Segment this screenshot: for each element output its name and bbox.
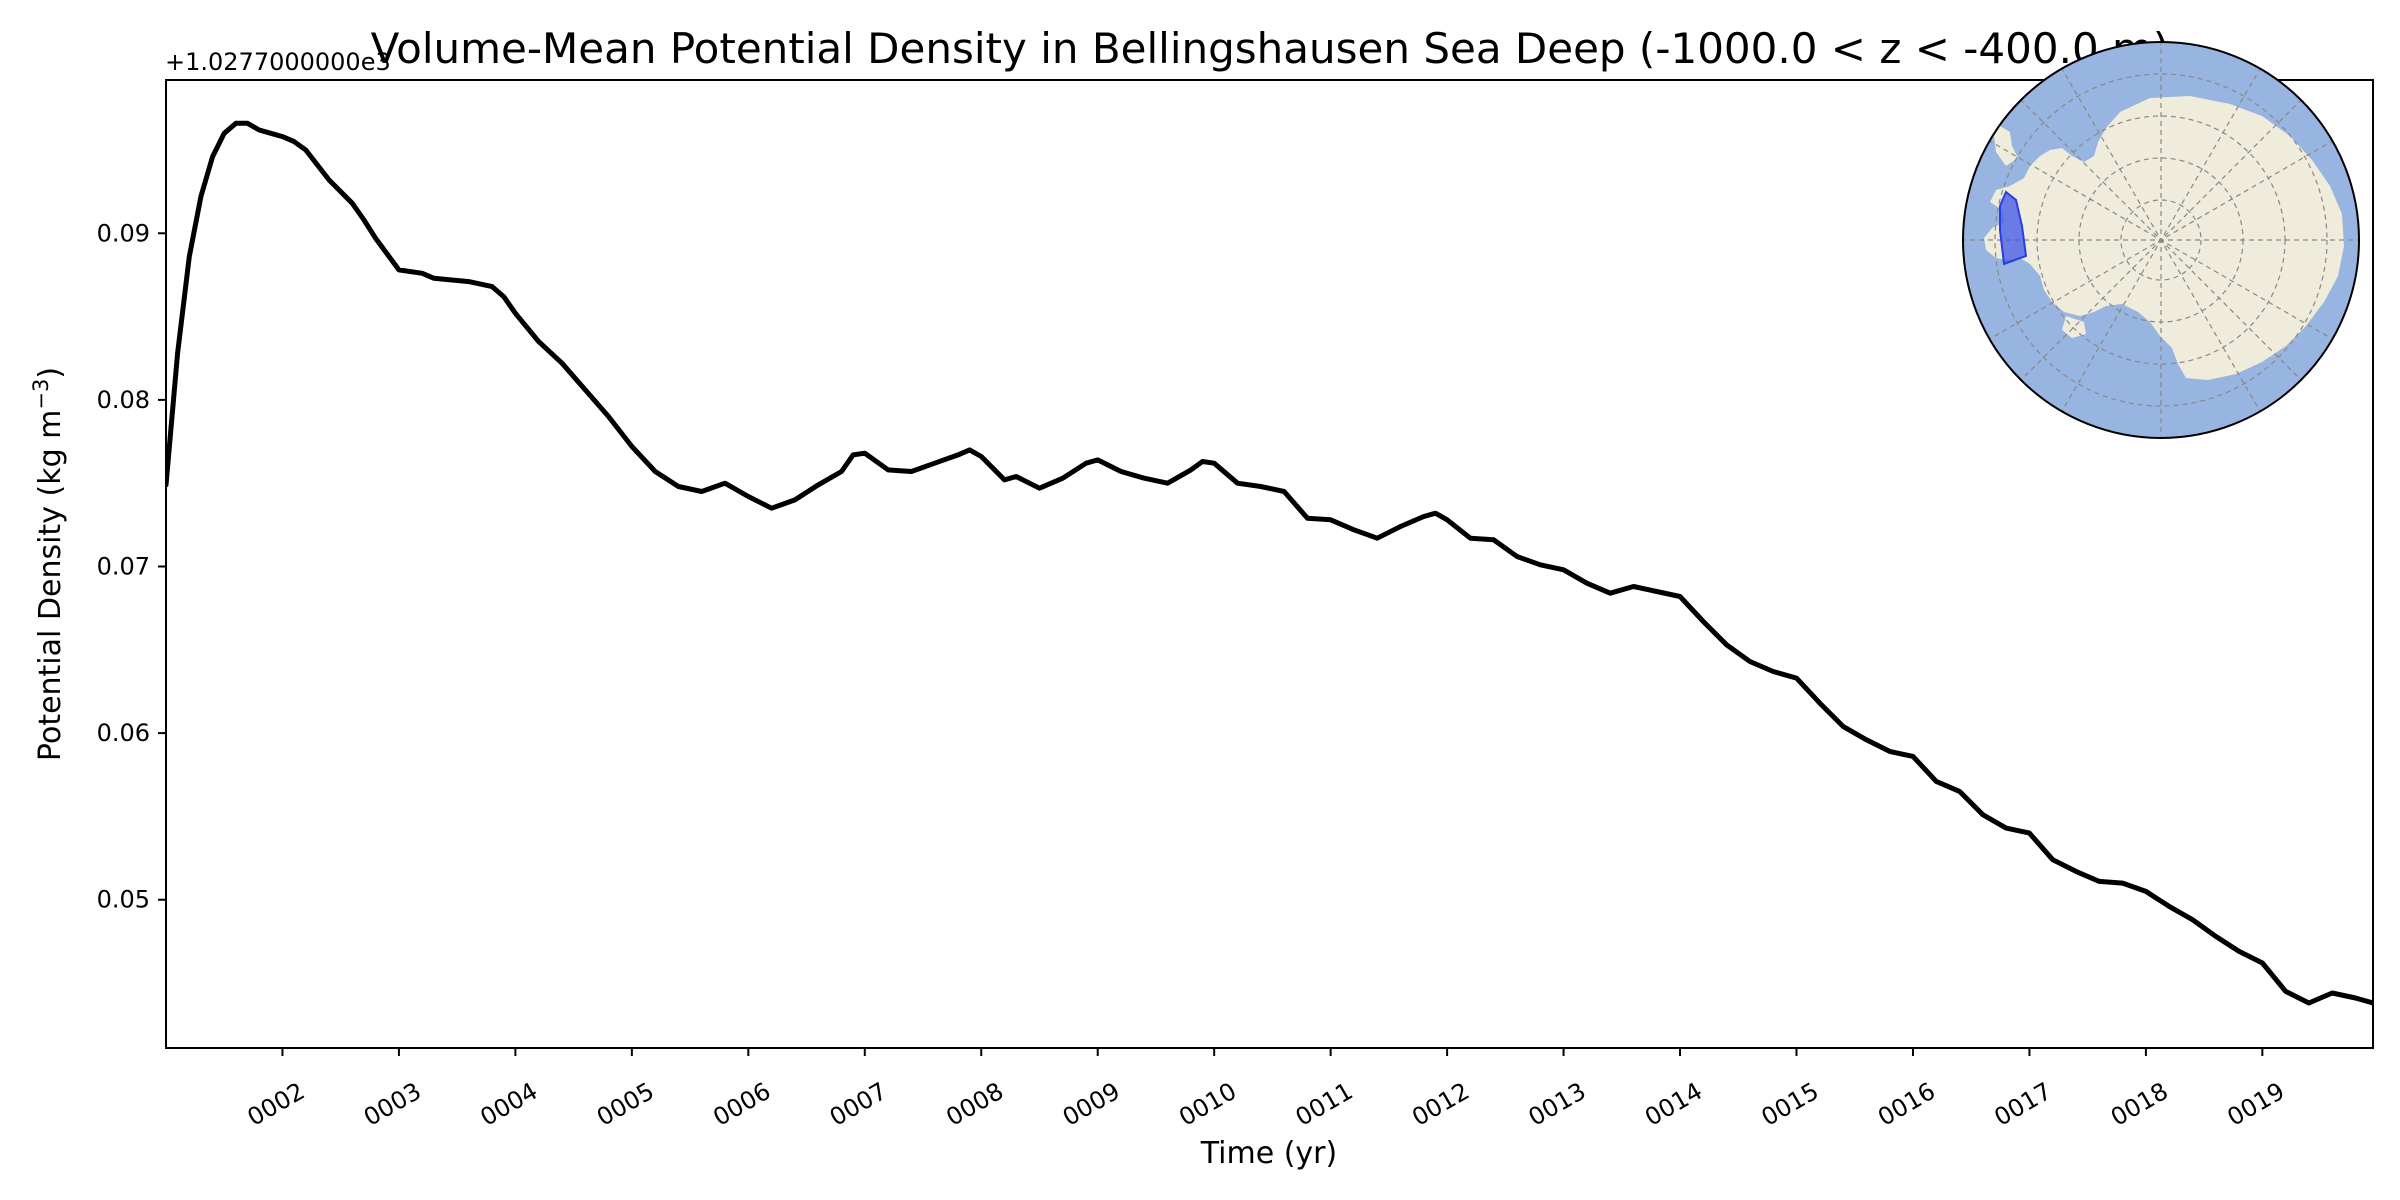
- y-tick-label: 0.07: [97, 552, 150, 580]
- x-tick-label: 0012: [1407, 1077, 1474, 1132]
- y-tick-label: 0.09: [97, 219, 150, 247]
- bellingshausen-sea-region: [1999, 190, 2028, 266]
- x-tick-label: 0005: [592, 1077, 659, 1132]
- x-tick-label: 0018: [2106, 1077, 2173, 1132]
- y-axis-title-exponent: −3: [29, 379, 53, 410]
- x-axis: 0002 0003 0004 0005 0006 0007 0008 0009 0010 0011…: [243, 1048, 2289, 1132]
- y-tick-label: 0.08: [97, 386, 150, 414]
- y-axis-title-close: ): [33, 367, 68, 379]
- x-axis-title: Time (yr): [1200, 1136, 1337, 1171]
- x-tick-label: 0014: [1640, 1077, 1707, 1132]
- map-gridlines: [1963, 42, 2359, 438]
- y-axis-title: Potential Density (kg m−3): [29, 367, 68, 761]
- x-tick-label: 0016: [1873, 1077, 1940, 1132]
- x-tick-label: 0004: [475, 1077, 542, 1132]
- y-axis: 0.05 0.06 0.07 0.08 0.09: [97, 219, 166, 914]
- y-axis-offset-label: +1.0277000000e3: [165, 48, 391, 76]
- x-tick-label: 0010: [1174, 1077, 1241, 1132]
- x-tick-label: 0008: [941, 1077, 1008, 1132]
- map-border: [1962, 41, 2360, 439]
- chart-title: Volume-Mean Potential Density in Belling…: [371, 24, 2170, 73]
- y-axis-title-text: Potential Density (kg m: [33, 410, 68, 761]
- x-tick-label: 0009: [1058, 1077, 1125, 1132]
- antarctic-peninsula: [1994, 126, 2018, 166]
- x-tick-label: 0011: [1291, 1077, 1358, 1132]
- y-tick-label: 0.05: [97, 886, 150, 914]
- x-tick-label: 0002: [243, 1077, 310, 1132]
- plot-area-frame: [165, 79, 2374, 1049]
- y-tick-label: 0.06: [97, 719, 150, 747]
- x-tick-label: 0007: [825, 1077, 892, 1132]
- x-tick-label: 0006: [708, 1077, 775, 1132]
- x-tick-label: 0017: [1990, 1077, 2057, 1132]
- inset-map: [1962, 41, 2360, 439]
- x-tick-label: 0013: [1524, 1077, 1591, 1132]
- antarctica-landmass: [1984, 96, 2344, 380]
- x-tick-label: 0003: [359, 1077, 426, 1132]
- x-tick-label: 0015: [1757, 1077, 1824, 1132]
- data-series-line: [166, 120, 2373, 1006]
- x-tick-label: 0019: [2222, 1077, 2289, 1132]
